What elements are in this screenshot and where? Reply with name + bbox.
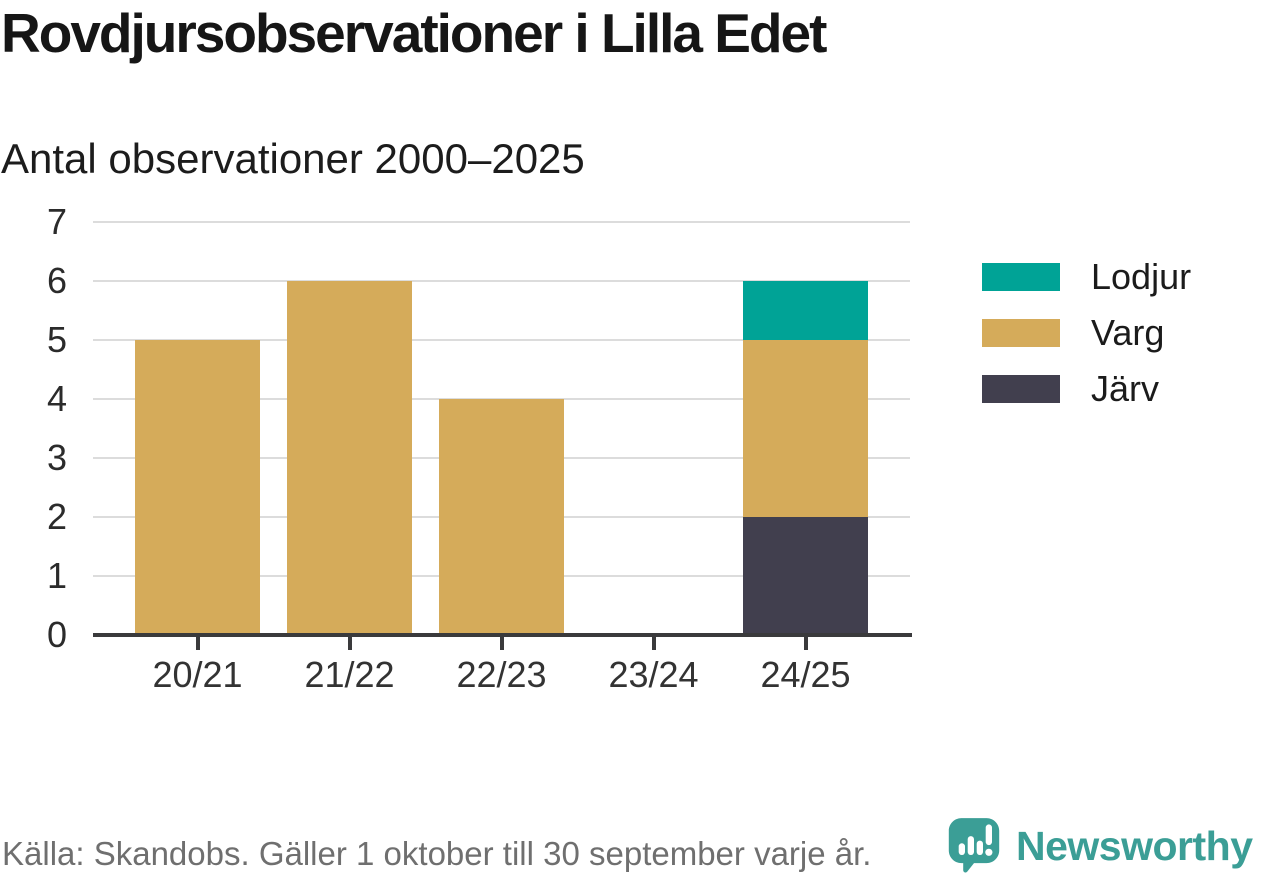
- y-tick-label: 1: [46, 555, 67, 596]
- legend-item-jarv: Järv: [982, 368, 1191, 409]
- gridline: [93, 280, 910, 282]
- x-axis: 20/21 21/22 22/23 23/24 24/25: [93, 633, 912, 723]
- newsworthy-logo-icon: [948, 818, 1000, 873]
- gridline: [93, 221, 910, 223]
- y-tick-label: 2: [46, 496, 67, 537]
- x-tick-label: 24/25: [760, 654, 851, 695]
- legend-item-lodjur: Lodjur: [982, 256, 1191, 297]
- legend: Lodjur Varg Järv: [982, 256, 1191, 431]
- bar-segment-jarv: [743, 517, 868, 635]
- bar-segment-varg: [743, 340, 868, 517]
- x-tick-label: 22/23: [456, 654, 547, 695]
- x-tick-label: 20/21: [152, 654, 243, 695]
- gridline: [93, 339, 910, 341]
- x-tick: [651, 637, 656, 650]
- y-axis-labels: 0 1 2 3 4 5 6 7: [0, 201, 67, 655]
- legend-item-varg: Varg: [982, 312, 1191, 353]
- bar-column: [743, 281, 868, 635]
- page-subtitle: Antal observationer 2000–2025: [1, 135, 585, 182]
- x-tick: [499, 637, 504, 650]
- y-tick-label: 6: [46, 260, 67, 301]
- bar-column: [135, 340, 260, 635]
- page-title: Rovdjursobservationer i Lilla Edet: [1, 2, 827, 64]
- x-tick: [347, 637, 352, 650]
- bar-column: [439, 399, 564, 635]
- newsworthy-logo-text: Newsworthy: [1016, 822, 1253, 869]
- x-tick-label: 21/22: [304, 654, 395, 695]
- x-tick: [195, 637, 200, 650]
- legend-label-lodjur: Lodjur: [1091, 256, 1192, 297]
- x-tick-label: 23/24: [608, 654, 699, 695]
- y-tick-label: 3: [46, 437, 67, 478]
- x-tick: [803, 637, 808, 650]
- legend-label-jarv: Järv: [1091, 368, 1160, 409]
- newsworthy-logo: Newsworthy: [947, 815, 1253, 877]
- y-tick-label: 7: [46, 201, 67, 242]
- bar-column: [287, 281, 412, 635]
- legend-swatch-lodjur: [982, 263, 1060, 291]
- bar-segment-varg: [287, 281, 412, 635]
- bar-segment-varg: [439, 399, 564, 635]
- y-tick-label: 0: [46, 614, 67, 655]
- legend-swatch-varg: [982, 319, 1060, 347]
- plot-panel: [93, 221, 910, 635]
- source-text: Källa: Skandobs. Gäller 1 oktober till 3…: [2, 835, 872, 872]
- y-tick-label: 4: [46, 378, 67, 419]
- legend-swatch-jarv: [982, 375, 1060, 403]
- bar-segment-lodjur: [743, 281, 868, 340]
- bar-segment-varg: [135, 340, 260, 635]
- y-tick-label: 5: [46, 319, 67, 360]
- x-axis-line: [93, 633, 912, 637]
- legend-label-varg: Varg: [1091, 312, 1165, 353]
